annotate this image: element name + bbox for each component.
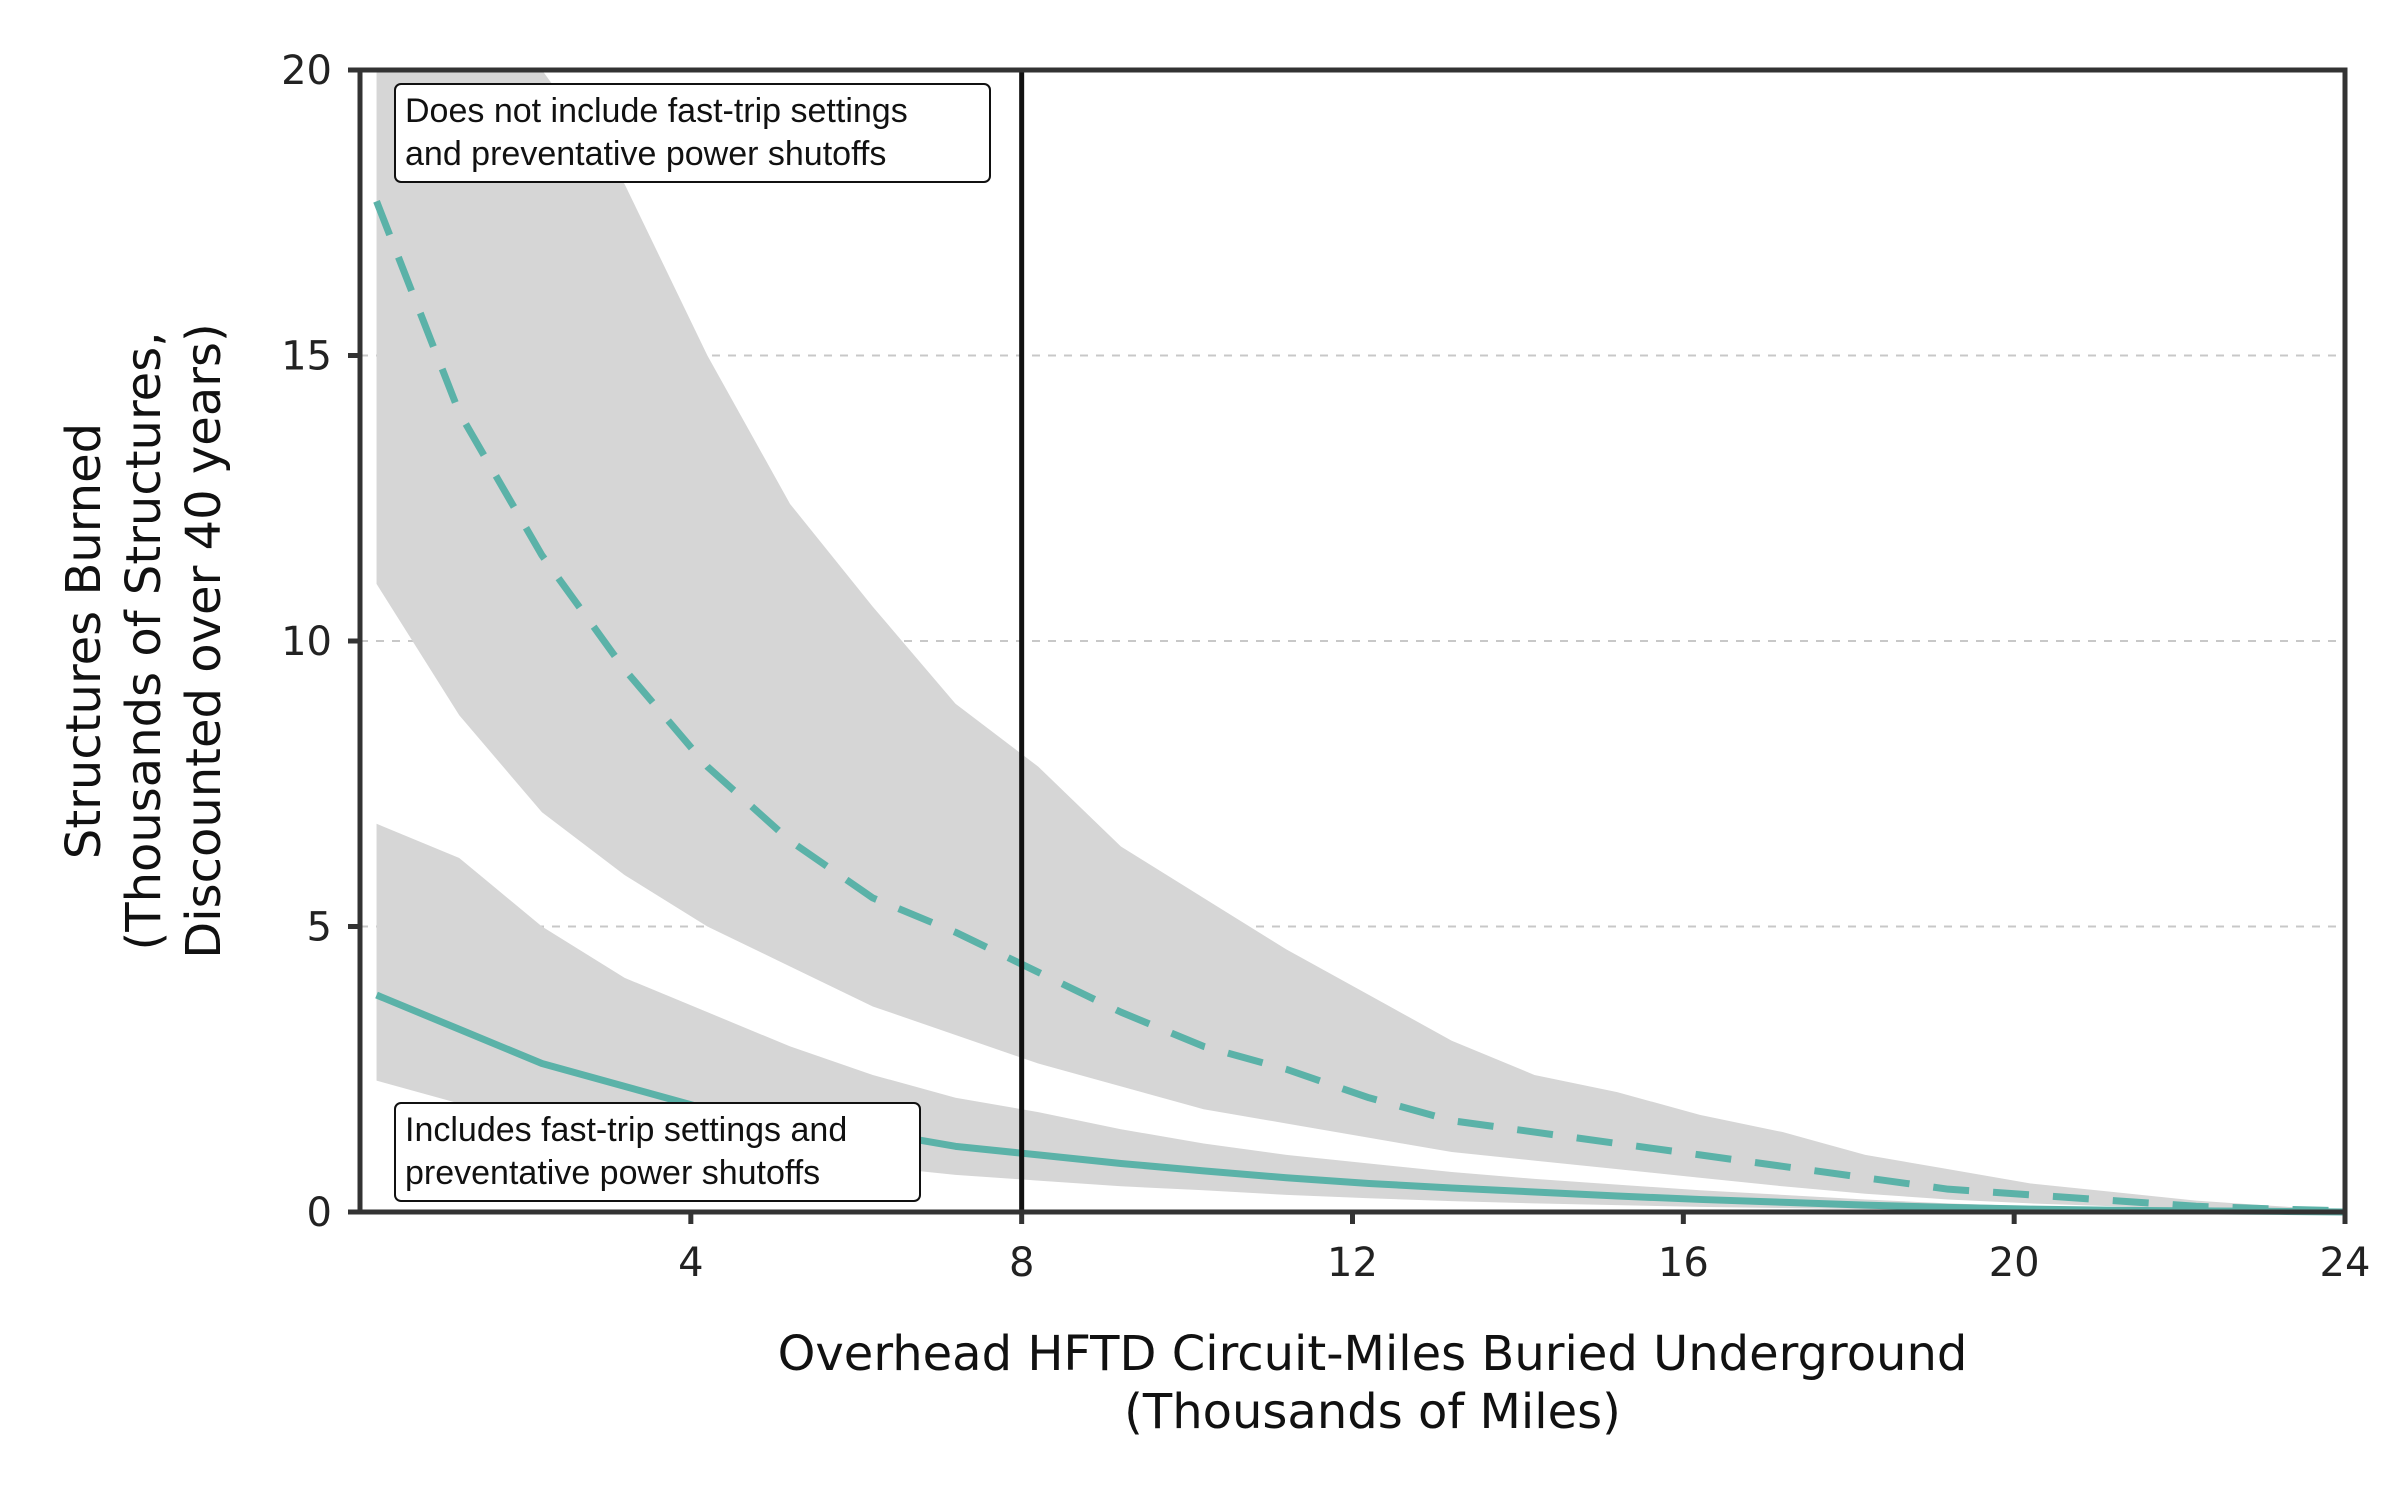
x-tick-label-12: 12 — [1327, 1240, 1378, 1286]
x-tick-label-20: 20 — [1989, 1240, 2040, 1286]
axis-ticks: 0 5 10 15 20 4 8 12 16 20 24 — [281, 48, 2370, 1286]
annotation-text-bottom-left-0: Includes fast-trip settings and — [405, 1111, 847, 1149]
x-tick-label-8: 8 — [1009, 1240, 1034, 1286]
band-dashed — [376, 70, 2346, 1212]
y-axis-title-line-2: Discounted over 40 years) — [176, 323, 232, 958]
uncertainty-bands — [376, 70, 2346, 1212]
axis-titles: Overhead HFTD Circuit-Miles Buried Under… — [56, 323, 1967, 1440]
x-tick-label-16: 16 — [1658, 1240, 1709, 1286]
annotation-text-top-left-0: Does not include fast-trip settings — [405, 92, 908, 130]
series-line-dashed — [373, 200, 2346, 1215]
y-tick-label-5: 5 — [307, 905, 332, 951]
y-tick-label-15: 15 — [281, 334, 332, 380]
annotation-text-bottom-left-1: preventative power shutoffs — [405, 1154, 820, 1192]
x-tick-label-4: 4 — [678, 1240, 703, 1286]
annotation-text-top-left-1: and preventative power shutoffs — [405, 135, 886, 173]
x-tick-label-24: 24 — [2320, 1240, 2371, 1286]
y-tick-label-10: 10 — [281, 619, 332, 665]
y-axis-title-line-1: (Thousands of Structures, — [116, 332, 172, 951]
annotation-box-bottom-left — [394, 1102, 921, 1202]
x-axis-title-line-1: (Thousands of Miles) — [1124, 1384, 1621, 1440]
y-tick-label-0: 0 — [307, 1190, 332, 1236]
y-axis-title-line-0: Structures Burned — [56, 423, 112, 859]
annotations: Does not include fast-trip settings and p… — [394, 83, 991, 1202]
y-tick-label-20: 20 — [281, 48, 332, 94]
annotation-box-top-left — [394, 83, 991, 183]
x-axis-title-line-0: Overhead HFTD Circuit-Miles Buried Under… — [778, 1326, 1968, 1382]
